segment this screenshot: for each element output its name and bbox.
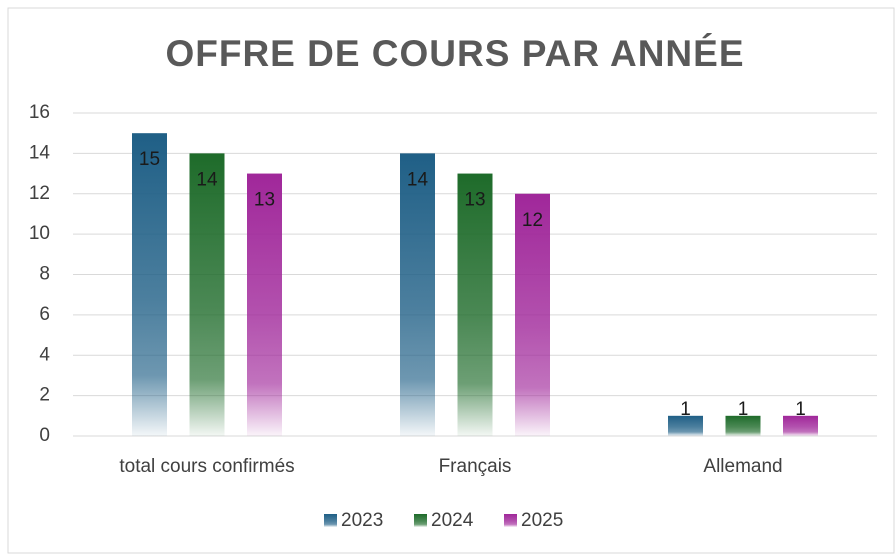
y-tick-label: 10 xyxy=(29,223,50,244)
y-tick-label: 2 xyxy=(39,385,50,406)
data-label: 12 xyxy=(522,210,543,231)
y-tick-label: 8 xyxy=(39,264,50,285)
y-tick-label: 0 xyxy=(39,425,50,446)
bar xyxy=(725,415,761,436)
y-tick-label: 14 xyxy=(29,142,51,163)
legend-label: 2023 xyxy=(341,510,383,531)
data-label: 14 xyxy=(196,169,218,190)
data-label: 1 xyxy=(680,399,691,420)
y-tick-label: 4 xyxy=(39,344,50,365)
data-label: 13 xyxy=(464,190,485,211)
data-label: 15 xyxy=(139,149,160,170)
x-tick-label: Allemand xyxy=(703,456,782,477)
legend-swatch xyxy=(414,514,427,527)
y-tick-label: 16 xyxy=(29,102,50,123)
legend-swatch xyxy=(324,514,337,527)
bar xyxy=(783,415,818,436)
bar xyxy=(247,173,282,436)
chart-title: OFFRE DE COURS PAR ANNÉE xyxy=(165,33,744,74)
bar xyxy=(189,153,225,436)
bar xyxy=(668,415,703,436)
legend-label: 2024 xyxy=(431,510,474,531)
data-label: 13 xyxy=(254,190,275,211)
data-label: 14 xyxy=(407,169,429,190)
data-label: 1 xyxy=(738,399,749,420)
data-label: 1 xyxy=(795,399,806,420)
x-tick-label: total cours confirmés xyxy=(119,456,294,477)
bar xyxy=(132,133,167,436)
y-tick-label: 6 xyxy=(39,304,50,325)
bar xyxy=(400,153,435,436)
legend-label: 2025 xyxy=(521,510,563,531)
y-tick-label: 12 xyxy=(29,183,50,204)
bar xyxy=(457,173,493,436)
legend-swatch xyxy=(504,514,517,527)
x-tick-label: Français xyxy=(439,456,512,477)
bar xyxy=(515,193,550,436)
